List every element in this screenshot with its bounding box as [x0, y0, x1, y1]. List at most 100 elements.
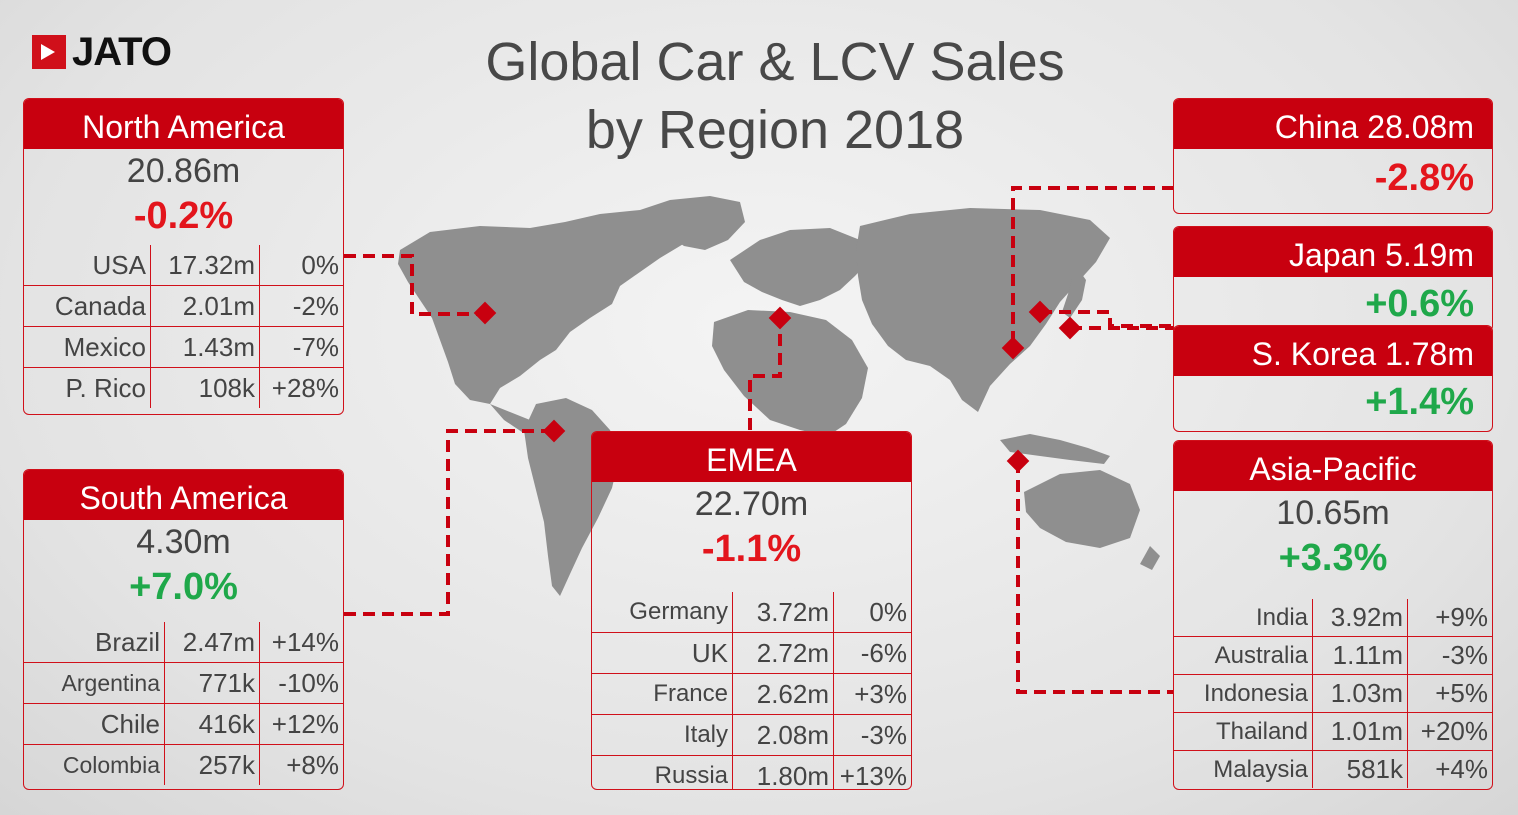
north-america-shape — [398, 210, 700, 404]
page-title: Global Car & LCV Sales by Region 2018 — [380, 28, 1170, 164]
country-name: Malaysia — [1174, 750, 1313, 788]
title-line-2: by Region 2018 — [585, 100, 965, 160]
country-sales: 2.72m — [732, 632, 834, 674]
region-change: +0.6% — [1365, 283, 1474, 325]
country-name: India — [1255, 603, 1308, 631]
country-table: India 3.92m +9% Australia 1.11m -3% Indonesi… — [1174, 599, 1492, 788]
region-header: S. Korea 1.78m — [1174, 326, 1492, 376]
table-row: P. Rico 108k +28% — [24, 367, 343, 408]
connector-japan — [1040, 310, 1174, 328]
country-sales: 2.62m — [732, 673, 834, 715]
region-name: South America — [24, 470, 343, 520]
region-name: EMEA — [592, 432, 911, 482]
region-emea: EMEA 22.70m -1.1% Germany 3.72m 0% UK 2.72m… — [591, 431, 912, 790]
region-name: Asia-Pacific — [1174, 441, 1492, 491]
country-change: -3% — [833, 714, 911, 756]
country-sales: 3.92m — [1312, 599, 1408, 637]
region-change: +7.0% — [129, 566, 238, 608]
country-sales: 3.72m — [732, 592, 834, 633]
marker-asia-pacific — [1006, 449, 1030, 473]
country-change: +14% — [259, 622, 343, 663]
japan-shape — [1062, 266, 1086, 318]
country-name: Colombia — [24, 744, 165, 785]
table-row: India 3.92m +9% — [1174, 599, 1492, 637]
region-south-korea: S. Korea 1.78m +1.4% — [1173, 325, 1493, 432]
country-sales: 1.11m — [1312, 636, 1408, 675]
country-change: -6% — [833, 632, 911, 674]
country-name: Canada — [24, 285, 151, 327]
region-asia-pacific: Asia-Pacific 10.65m +3.3% India 3.92m +9% … — [1173, 440, 1493, 790]
table-row: Argentina 771k -10% — [24, 662, 343, 704]
connector-south-america — [344, 429, 554, 616]
country-sales: 771k — [164, 662, 260, 704]
connector-china — [1011, 186, 1174, 348]
country-name: France — [592, 673, 733, 715]
region-total: 22.70m — [694, 485, 809, 523]
country-name: Thailand — [1174, 712, 1313, 751]
table-row: Colombia 257k +8% — [24, 744, 343, 785]
marker-korea — [1058, 316, 1082, 340]
region-change: -2.8% — [1374, 157, 1474, 199]
country-change: +4% — [1407, 750, 1492, 788]
region-name: Japan — [1288, 237, 1377, 273]
table-row: Brazil 2.47m +14% — [24, 622, 343, 663]
title-line-1: Global Car & LCV Sales — [485, 32, 1065, 92]
table-row: Malaysia 581k +4% — [1174, 750, 1492, 788]
country-sales: 2.08m — [732, 714, 834, 756]
country-sales: 581k — [1312, 750, 1408, 788]
country-name: Indonesia — [1174, 674, 1313, 713]
connector-asia-pacific — [1016, 461, 1174, 694]
table-row: Australia 1.11m -3% — [1174, 636, 1492, 675]
country-change: +9% — [1407, 599, 1492, 637]
country-name: Mexico — [24, 326, 151, 368]
table-row: UK 2.72m -6% — [592, 632, 911, 674]
country-sales: 1.43m — [150, 326, 260, 368]
region-total: 1.78m — [1385, 336, 1474, 372]
country-name: Brazil — [94, 626, 160, 657]
country-table: Brazil 2.47m +14% Argentina 771k -10% Chile 4… — [24, 622, 343, 785]
country-name: Italy — [592, 714, 733, 756]
country-table: USA 17.32m 0% Canada 2.01m -2% Mexico 1.43m -7… — [24, 245, 343, 408]
country-sales: 2.01m — [150, 285, 260, 327]
country-change: 0% — [259, 245, 343, 286]
region-japan: Japan 5.19m +0.6% — [1173, 226, 1493, 332]
table-row: Thailand 1.01m +20% — [1174, 712, 1492, 751]
region-change: -1.1% — [701, 528, 802, 570]
country-sales: 2.47m — [164, 622, 260, 663]
country-name: Germany — [629, 598, 728, 625]
region-header: Japan 5.19m — [1174, 227, 1492, 277]
country-name: UK — [592, 632, 733, 674]
country-change: 0% — [833, 592, 911, 633]
marker-japan — [1028, 300, 1052, 324]
country-change: +12% — [259, 703, 343, 745]
asia-shape — [856, 208, 1110, 412]
country-change: +20% — [1407, 712, 1492, 751]
country-sales: 108k — [150, 367, 260, 408]
connector-north-america — [344, 254, 484, 316]
country-name: P. Rico — [24, 367, 151, 408]
country-sales: 1.03m — [1312, 674, 1408, 713]
country-change: +28% — [259, 367, 343, 408]
country-sales: 17.32m — [150, 245, 260, 286]
marker-china — [1001, 336, 1025, 360]
table-row: Germany 3.72m 0% — [592, 592, 911, 633]
country-table: Germany 3.72m 0% UK 2.72m -6% France 2.62m +3%… — [592, 592, 911, 789]
region-north-america: North America 20.86m -0.2% USA 17.32m 0% C… — [23, 98, 344, 415]
table-row: France 2.62m +3% — [592, 673, 911, 715]
africa-shape — [712, 310, 868, 436]
country-change: -10% — [259, 662, 343, 704]
country-change: +13% — [833, 755, 911, 789]
marker-south-america — [542, 419, 566, 443]
table-row: Chile 416k +12% — [24, 703, 343, 745]
region-south-america: South America 4.30m +7.0% Brazil 2.47m +14… — [23, 469, 344, 790]
region-name: North America — [24, 99, 343, 149]
country-name: USA — [92, 249, 146, 280]
table-row: Russia 1.80m +13% — [592, 755, 911, 789]
country-sales: 1.01m — [1312, 712, 1408, 751]
region-total: 10.65m — [1276, 494, 1390, 532]
region-china: China 28.08m -2.8% — [1173, 98, 1493, 214]
region-change: -0.2% — [133, 195, 234, 237]
region-name: China — [1274, 109, 1359, 145]
region-total: 5.19m — [1385, 237, 1474, 273]
country-change: -2% — [259, 285, 343, 327]
